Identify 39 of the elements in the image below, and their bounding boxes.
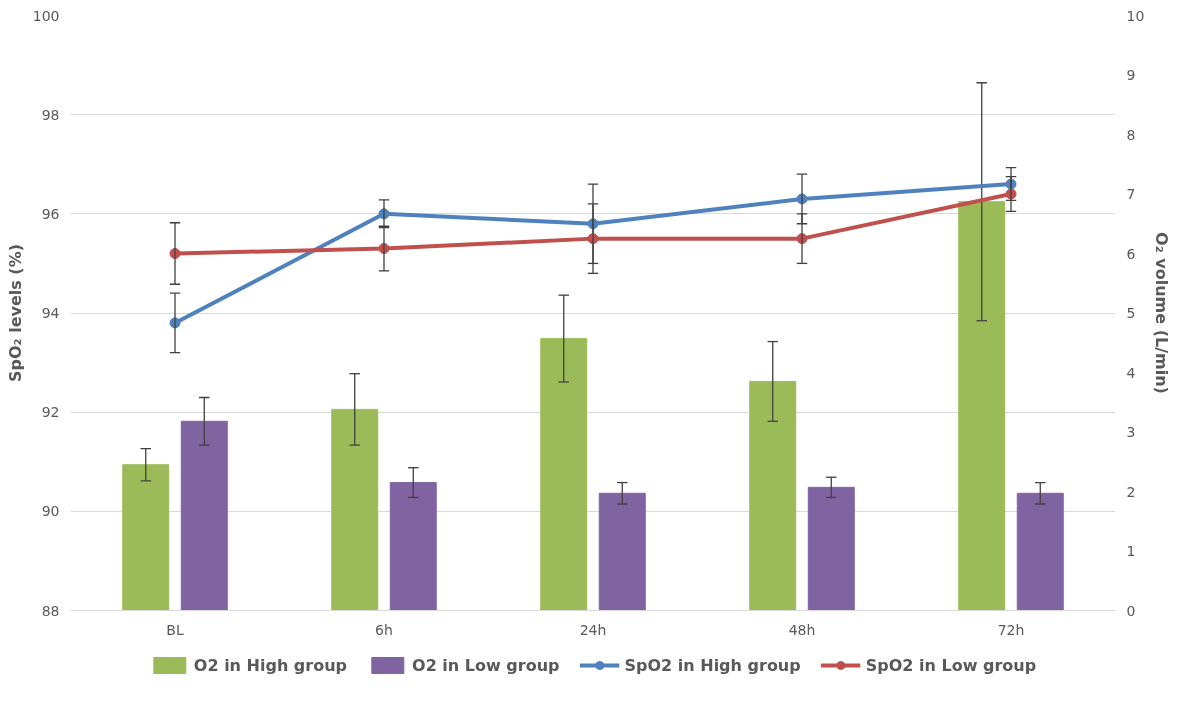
x-tick-label: 72h <box>997 621 1025 638</box>
legend-label: SpO2 in Low group <box>865 655 1037 675</box>
bar <box>598 492 646 611</box>
legend-label: O2 in Low group <box>412 655 560 675</box>
legend-label: SpO2 in High group <box>624 655 801 675</box>
bar <box>331 408 379 611</box>
bar <box>1016 492 1064 611</box>
y2-tick-label: 10 <box>1126 7 1145 24</box>
x-tick-label: BL <box>166 621 184 638</box>
x-tick-label: 24h <box>579 621 607 638</box>
bar <box>389 482 437 611</box>
y-axis-title: SpO₂ levels (%) <box>5 243 25 382</box>
y-tick-label: 88 <box>41 602 60 619</box>
y2-tick-label: 0 <box>1126 602 1136 619</box>
y-tick-label: 100 <box>32 7 60 24</box>
y2-tick-label: 2 <box>1126 483 1136 500</box>
bar <box>749 380 797 611</box>
y2-tick-label: 6 <box>1126 245 1136 262</box>
y-tick-label: 98 <box>41 106 60 123</box>
y2-tick-label: 8 <box>1126 126 1136 143</box>
bar <box>180 420 228 611</box>
bar <box>540 338 588 611</box>
legend-label: O2 in High group <box>193 655 348 675</box>
bar <box>958 201 1006 611</box>
bar <box>122 464 170 611</box>
y2-tick-label: 3 <box>1126 424 1136 440</box>
y2-tick-label: 7 <box>1126 186 1136 202</box>
y-tick-label: 90 <box>41 503 60 520</box>
y-tick-label: 92 <box>41 404 60 421</box>
x-tick-label: 6h <box>375 621 393 638</box>
x-tick-label: 48h <box>788 621 816 638</box>
y-tick-label: 96 <box>41 205 60 222</box>
y2-tick-label: 1 <box>1126 543 1136 559</box>
y2-tick-label: 5 <box>1126 305 1136 321</box>
y2-tick-label: 4 <box>1126 364 1136 381</box>
bar <box>807 486 855 611</box>
y2-axis-title: O₂ volume (L/min) <box>1152 232 1172 394</box>
y-tick-label: 94 <box>41 305 60 321</box>
y2-tick-label: 9 <box>1126 67 1136 83</box>
